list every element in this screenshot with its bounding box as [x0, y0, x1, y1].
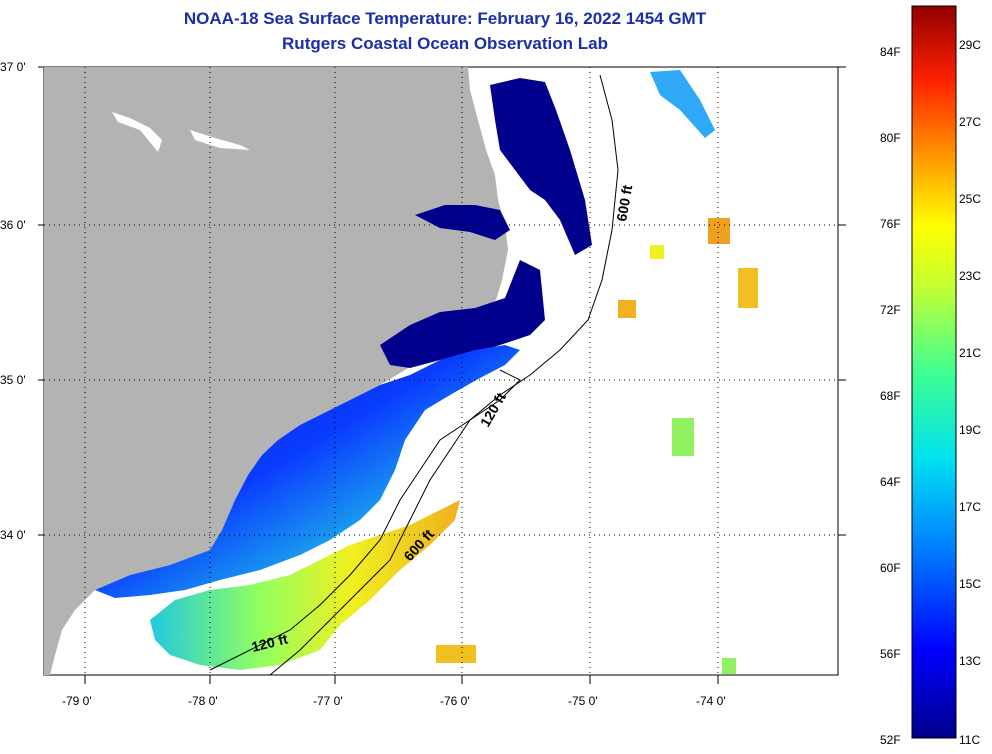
- contour-600ft-north: [269, 74, 619, 676]
- colorbar-c-label: 21C: [959, 346, 981, 360]
- colorbar-c-label: 23C: [959, 269, 981, 283]
- colorbar-f-label: 72F: [880, 303, 901, 317]
- sound-pamlico: [380, 260, 545, 368]
- colorbar-c-label: 27C: [959, 115, 981, 129]
- offshore-patch: [650, 245, 664, 259]
- lon-label: -75 0': [568, 694, 598, 708]
- colorbar-f-label: 52F: [880, 733, 901, 747]
- offshore-patch: [722, 658, 736, 674]
- colorbar-c-label: 13C: [959, 654, 981, 668]
- offshore-patch: [436, 645, 476, 663]
- lon-label: -74 0': [696, 694, 726, 708]
- colorbar-f-label: 64F: [880, 475, 901, 489]
- colorbar-f-label: 76F: [880, 217, 901, 231]
- coastal-water: [95, 345, 520, 598]
- offshore-patch: [738, 268, 758, 308]
- land-mass: [44, 67, 508, 675]
- colorbar-c-label: 29C: [959, 38, 981, 52]
- colorbar-f-label: 56F: [880, 647, 901, 661]
- lon-label: -77 0': [313, 694, 343, 708]
- lon-label: -79 0': [62, 694, 92, 708]
- lat-label: 36 0': [0, 218, 26, 232]
- offshore-patch: [708, 218, 730, 244]
- colorbar-c-label: 15C: [959, 577, 981, 591]
- lat-label: 34 0': [0, 528, 26, 542]
- colorbar-c-label: 17C: [959, 500, 981, 514]
- colorbar-f-label: 60F: [880, 561, 901, 575]
- lon-label: -76 0': [440, 694, 470, 708]
- colorbar: [911, 5, 957, 739]
- offshore-patch: [650, 70, 715, 138]
- contour-120ft: [209, 369, 521, 671]
- colorbar-f-label: 84F: [880, 45, 901, 59]
- map-subtitle: Rutgers Coastal Ocean Observation Lab: [282, 34, 608, 53]
- colorbar-c-label: 25C: [959, 192, 981, 206]
- southern-warm-water: [150, 500, 460, 670]
- contour-label-600ft: 600 ft: [613, 183, 635, 222]
- axis-ticks: [38, 66, 846, 684]
- offshore-patch: [672, 418, 694, 456]
- sound-north: [490, 78, 592, 255]
- offshore-patch: [618, 300, 636, 318]
- colorbar-f-label: 68F: [880, 389, 901, 403]
- map-title: NOAA-18 Sea Surface Temperature: Februar…: [183, 9, 707, 28]
- lat-label: 37 0': [0, 60, 26, 74]
- lon-label: -78 0': [188, 694, 218, 708]
- colorbar-f-label: 80F: [880, 131, 901, 145]
- lat-label: 35 0': [0, 373, 26, 387]
- colorbar-c-label: 11C: [959, 733, 980, 747]
- colorbar-c-label: 19C: [959, 423, 981, 437]
